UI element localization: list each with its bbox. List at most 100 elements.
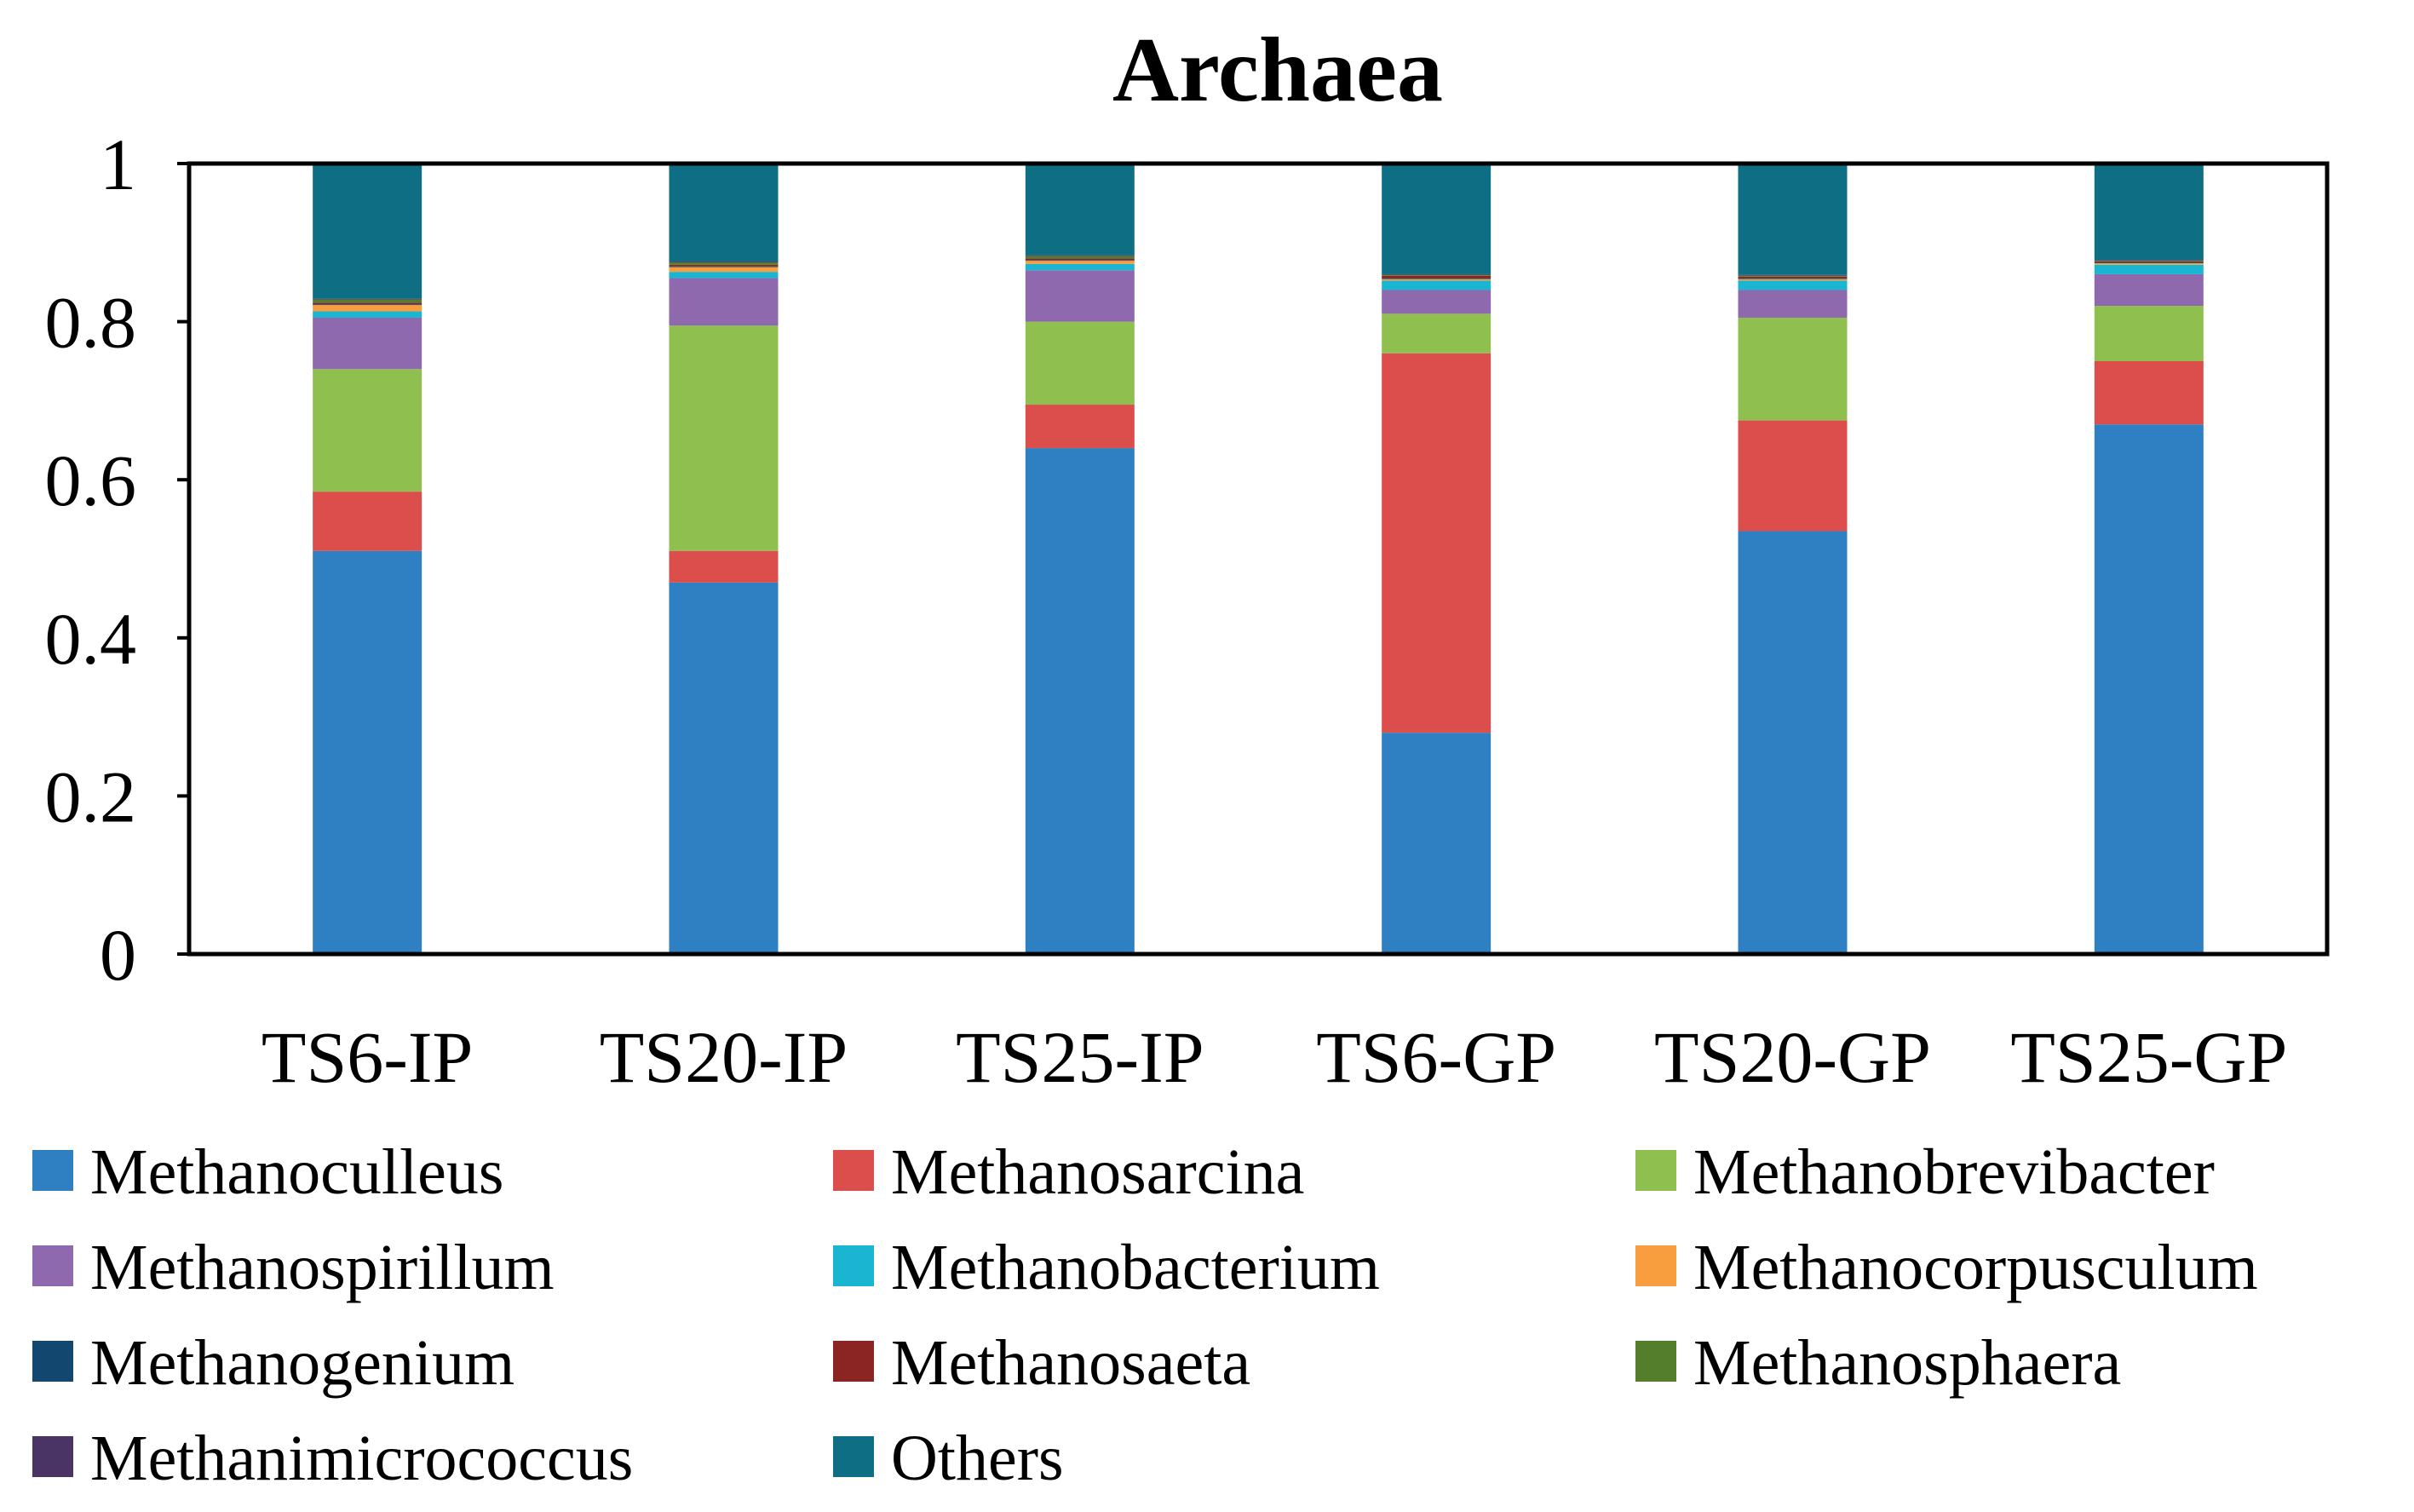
bar-segment <box>1738 290 1848 318</box>
legend-label: Methanogenium <box>90 1327 514 1399</box>
bar-segment <box>1382 275 1492 279</box>
bar-segment <box>669 325 779 551</box>
x-category-label: TS25-IP <box>956 1016 1204 1098</box>
bar-segment <box>1025 321 1135 405</box>
bar-segment <box>1382 313 1492 354</box>
chart-title: Archaea <box>1112 20 1443 121</box>
legend-label: Methanosphaera <box>1693 1327 2121 1399</box>
y-tick-label: 0.6 <box>45 440 137 521</box>
bar-segment <box>1738 420 1848 532</box>
bar-segment <box>1382 280 1492 290</box>
bar-segment <box>1738 280 1848 290</box>
bar-segment <box>1025 448 1135 954</box>
legend-swatch <box>833 1436 874 1477</box>
legend-label: Methanocorpusculum <box>1693 1232 2258 1303</box>
bar-segment <box>313 305 422 312</box>
legend-item: Methanosphaera <box>1635 1327 2121 1399</box>
legend-item: Methanobrevibacter <box>1635 1136 2215 1208</box>
bar-segment <box>1025 260 1135 262</box>
legend-item: Others <box>833 1423 1064 1494</box>
bar-segment <box>1382 290 1492 314</box>
bar-segment <box>313 492 422 551</box>
bar-segment <box>669 267 779 273</box>
bar-segment <box>1382 162 1492 274</box>
legend-label: Methanosaeta <box>891 1327 1250 1399</box>
legend-item: Methanoculleus <box>32 1136 503 1208</box>
plot-area-frame <box>187 161 2330 957</box>
legend-label: Methanosarcina <box>891 1136 1304 1208</box>
bar-segment <box>669 278 779 326</box>
bar-segment <box>1025 164 1135 256</box>
bar-segment <box>313 317 422 370</box>
legend-swatch <box>833 1150 874 1191</box>
y-tick-label: 1 <box>100 124 136 205</box>
legend-swatch <box>1635 1245 1676 1286</box>
bar-segment <box>1025 263 1135 271</box>
bar-segment <box>313 369 422 492</box>
bar-segment <box>313 164 422 299</box>
bar-segment <box>2094 264 2204 274</box>
legend-swatch <box>1635 1341 1676 1382</box>
legend-item: Methanosaeta <box>833 1327 1250 1399</box>
bar-segment <box>1738 279 1848 281</box>
bar-segment <box>1738 276 1848 279</box>
bar-segment <box>669 272 779 279</box>
bar-segment <box>2094 164 2204 261</box>
bar-segment <box>313 302 422 305</box>
bar-segment <box>2094 262 2204 265</box>
legend-swatch <box>32 1341 73 1382</box>
legend-item: Methanogenium <box>32 1327 514 1399</box>
bar-segment <box>2094 273 2204 307</box>
bar-segment <box>313 304 422 306</box>
x-category-label: TS20-IP <box>600 1016 848 1098</box>
legend-label: Methanoculleus <box>90 1136 503 1208</box>
bar-segment <box>1382 273 1492 275</box>
legend-swatch <box>32 1245 73 1286</box>
bar-segment <box>313 550 422 954</box>
legend-swatch <box>833 1245 874 1286</box>
legend-label: Methanimicrococcus <box>90 1423 633 1494</box>
legend-item: Methanosarcina <box>833 1136 1304 1208</box>
bar-segment <box>1738 275 1848 277</box>
bar-segment <box>1025 270 1135 322</box>
legend-swatch <box>32 1436 73 1477</box>
y-tick-label: 0.4 <box>45 598 137 680</box>
y-tick-label: 0.2 <box>45 756 137 837</box>
bar-segment <box>1738 164 1848 275</box>
legend-swatch <box>1635 1150 1676 1191</box>
bar-segment <box>669 264 779 267</box>
legend-item: Methanobacterium <box>833 1232 1380 1303</box>
legend-item: Methanimicrococcus <box>32 1423 633 1494</box>
bar-segment <box>1025 258 1135 261</box>
x-axis-labels: TS6-IP TS20-IP TS25-IP TS6-GP TS20-GP TS25-GP <box>262 1016 2287 1098</box>
bar-segment <box>669 164 779 262</box>
bar-segment <box>1382 733 1492 954</box>
bar-segment <box>2094 260 2204 262</box>
legend-swatch <box>32 1150 73 1191</box>
x-category-label: TS6-GP <box>1316 1016 1556 1098</box>
bar-segment <box>313 299 422 303</box>
y-axis-ticks: 0 0.2 0.4 0.6 0.8 1 <box>45 124 189 996</box>
bar-segment <box>1025 261 1135 264</box>
legend-item: Methanospirillum <box>32 1232 555 1303</box>
legend-label: Methanospirillum <box>90 1232 555 1303</box>
bar-segment <box>1382 274 1492 276</box>
bar-segment <box>2094 262 2204 263</box>
bar-segment <box>1382 353 1492 733</box>
bar-segment <box>2094 361 2204 425</box>
legend-label: Methanobacterium <box>891 1232 1380 1303</box>
bar-segment <box>1025 405 1135 449</box>
bar-segment <box>669 262 779 265</box>
y-tick-label: 0.8 <box>45 282 137 364</box>
bar-segment <box>2094 306 2204 361</box>
legend-label: Methanobrevibacter <box>1693 1136 2215 1208</box>
bar-segment <box>1738 274 1848 276</box>
bar-segment <box>2094 424 2204 954</box>
legend-label: Others <box>891 1423 1064 1494</box>
x-category-label: TS6-IP <box>262 1016 473 1098</box>
legend-item: Methanocorpusculum <box>1635 1232 2258 1303</box>
legend: Methanoculleus Methanosarcina Methanobrevi… <box>32 1136 2258 1494</box>
bar-segment <box>669 550 779 583</box>
